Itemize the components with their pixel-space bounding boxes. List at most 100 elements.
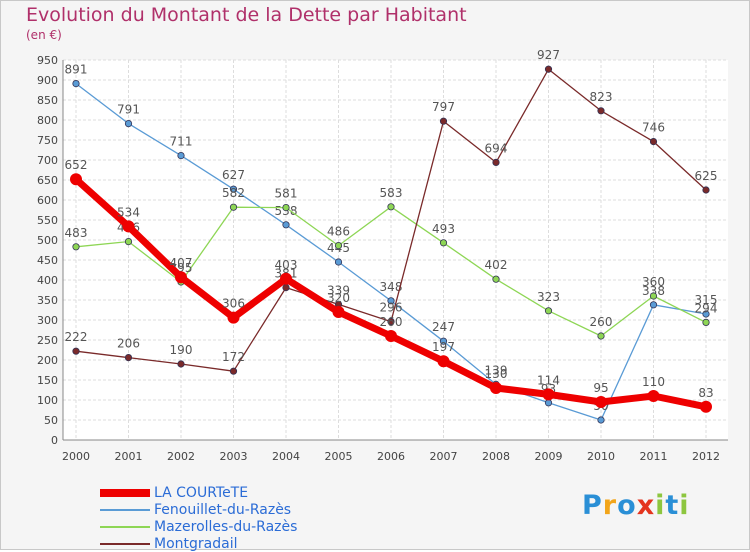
data-point	[332, 306, 345, 318]
data-point	[282, 221, 290, 229]
data-point	[700, 400, 712, 413]
x-tick-label: 2009	[535, 450, 563, 463]
data-label: 694	[485, 141, 508, 155]
y-tick-label: 900	[37, 74, 58, 87]
legend-swatch	[100, 542, 150, 545]
data-label: 130	[485, 367, 508, 381]
legend-swatch	[100, 525, 150, 528]
data-label: 823	[590, 90, 613, 104]
data-label: 711	[170, 135, 193, 149]
data-label: 348	[380, 280, 403, 294]
y-tick-label: 250	[37, 334, 58, 347]
logo-letter: o	[617, 490, 637, 521]
data-label: 247	[432, 320, 455, 334]
data-point	[439, 239, 448, 247]
legend-item: Fenouillet-du-Razès	[100, 501, 297, 518]
data-point	[439, 337, 448, 345]
data-point	[72, 243, 80, 251]
data-label: 323	[537, 290, 560, 304]
data-label: 582	[222, 186, 245, 200]
data-point	[334, 258, 343, 266]
data-label: 260	[380, 315, 403, 329]
data-label: 320	[327, 291, 350, 305]
data-label: 110	[642, 375, 665, 389]
data-label: 95	[593, 381, 608, 395]
legend-label: Mazerolles-du-Razès	[154, 518, 298, 535]
y-tick-label: 950	[37, 54, 58, 67]
data-point	[437, 355, 450, 368]
data-point	[72, 80, 80, 88]
data-label: 197	[432, 340, 455, 354]
x-tick-label: 2007	[430, 450, 458, 463]
data-point	[439, 117, 448, 125]
data-label: 791	[117, 103, 140, 117]
chart-unit: (en €)	[26, 28, 62, 42]
data-label: 891	[65, 63, 88, 77]
data-point	[597, 416, 605, 424]
chart-title: Evolution du Montant de la Dette par Hab…	[26, 4, 467, 26]
data-label: 534	[117, 205, 140, 219]
data-label: 338	[642, 284, 665, 298]
x-tick-label: 2004	[272, 450, 300, 463]
data-point	[542, 388, 555, 401]
data-point	[282, 283, 290, 292]
data-point	[702, 186, 710, 194]
data-point	[544, 307, 553, 315]
data-point	[702, 310, 710, 318]
y-tick-label: 350	[37, 294, 58, 307]
data-point	[72, 347, 80, 355]
data-point	[595, 396, 607, 408]
legend-item: Montgradail	[100, 535, 297, 552]
y-tick-label: 450	[37, 254, 58, 267]
x-tick-label: 2005	[325, 450, 353, 463]
data-label: 172	[222, 350, 245, 364]
data-point	[649, 301, 658, 309]
legend-label: LA COURTeTE	[154, 484, 249, 501]
data-point	[70, 173, 82, 186]
data-point	[544, 399, 553, 407]
data-label: 83	[698, 386, 713, 400]
data-point	[597, 332, 605, 340]
data-point	[124, 353, 133, 362]
data-label: 296	[380, 301, 403, 315]
data-point	[387, 203, 395, 211]
data-point	[597, 107, 605, 115]
x-tick-label: 2001	[115, 450, 143, 463]
x-tick-label: 2012	[692, 450, 720, 463]
legend-label: Fenouillet-du-Razès	[154, 501, 292, 518]
legend: LA COURTeTE Fenouillet-du-Razès Mazerolles…	[100, 484, 297, 552]
data-label: 627	[222, 168, 245, 182]
data-point	[124, 238, 133, 246]
data-point	[334, 242, 343, 250]
data-point	[385, 330, 397, 342]
y-tick-label: 200	[37, 354, 58, 367]
data-point	[282, 204, 290, 212]
logo-letter: i	[655, 490, 666, 521]
data-label: 407	[170, 256, 193, 270]
y-tick-label: 850	[37, 94, 58, 107]
y-tick-label: 150	[37, 374, 58, 387]
data-label: 583	[380, 186, 403, 200]
data-label: 306	[222, 297, 245, 311]
plot-area	[63, 60, 728, 440]
y-tick-label: 700	[37, 154, 58, 167]
data-point	[124, 120, 133, 128]
data-point	[490, 382, 502, 394]
legend-swatch	[100, 508, 150, 511]
data-label: 360	[642, 275, 665, 289]
x-tick-label: 2008	[482, 450, 510, 463]
data-point	[229, 367, 238, 375]
data-point	[702, 318, 710, 326]
data-point	[175, 271, 187, 284]
y-tick-label: 400	[37, 274, 58, 287]
data-label: 403	[275, 258, 298, 272]
data-point	[122, 220, 135, 233]
data-label: 222	[65, 330, 88, 344]
data-label: 402	[485, 258, 508, 272]
data-point	[227, 311, 240, 324]
data-label: 797	[432, 100, 455, 114]
data-point	[387, 297, 395, 305]
legend-label: Montgradail	[154, 535, 238, 552]
data-label: 114	[537, 373, 560, 387]
